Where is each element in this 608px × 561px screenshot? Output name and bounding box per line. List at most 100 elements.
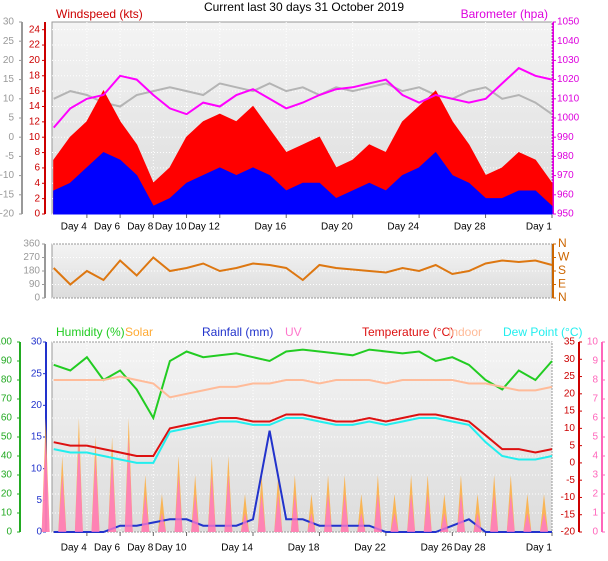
daily-peak bbox=[407, 494, 416, 532]
y-tick-label: 14 bbox=[29, 101, 41, 112]
daily-peak bbox=[324, 494, 333, 532]
y-tick-label: 20 bbox=[1, 489, 13, 500]
y3-tick-label: 20 bbox=[3, 55, 15, 66]
series-line bbox=[53, 413, 553, 457]
daily-peak bbox=[440, 513, 449, 532]
y-axis-label: Windspeed (kts) bbox=[56, 7, 143, 21]
y3-tick-label: 10 bbox=[3, 93, 15, 104]
daily-peak bbox=[490, 494, 499, 532]
daily-peak bbox=[373, 494, 382, 532]
daily-peak bbox=[207, 475, 216, 532]
y4-tick-label: 7 bbox=[592, 394, 598, 405]
daily-peak bbox=[108, 456, 117, 532]
x-tick-label: Day 12 bbox=[188, 222, 220, 233]
daily-peak bbox=[124, 437, 133, 532]
legend-label: Temperature (°C) bbox=[362, 325, 454, 339]
x-tick-label: Day 10 bbox=[155, 222, 187, 233]
x-tick-label: Day 6 bbox=[94, 543, 121, 554]
legend-label: Rainfall (mm) bbox=[202, 325, 273, 339]
y2-tick-label: 35 bbox=[564, 337, 576, 348]
daily-peak bbox=[257, 494, 266, 532]
y2-axis-label: Barometer (hpa) bbox=[461, 7, 548, 21]
y2-tick-label: N bbox=[558, 236, 567, 250]
y3-tick-label: 25 bbox=[31, 368, 43, 379]
x-tick-label: Day 6 bbox=[94, 222, 121, 233]
y-tick-label: 360 bbox=[23, 239, 40, 250]
y3-tick-label: 30 bbox=[3, 17, 15, 28]
x-tick-label: Day 4 bbox=[61, 543, 88, 554]
y-tick-label: 50 bbox=[1, 432, 13, 443]
series-line bbox=[53, 375, 553, 399]
daily-peak bbox=[523, 513, 532, 532]
daily-peak bbox=[473, 513, 482, 532]
daily-peak bbox=[74, 437, 83, 532]
daily-peak bbox=[240, 513, 249, 532]
y-tick-label: 0 bbox=[6, 527, 12, 538]
y3-tick-label: 0 bbox=[36, 527, 42, 538]
y4-tick-label: 1 bbox=[592, 508, 598, 519]
y3-tick-label: 10 bbox=[31, 463, 43, 474]
daily-peak bbox=[456, 494, 465, 532]
y-tick-label: 100 bbox=[0, 337, 12, 348]
y-tick-label: 22 bbox=[29, 40, 41, 51]
legend-label: Indoor bbox=[448, 325, 482, 339]
y2-tick-label: 1050 bbox=[557, 17, 580, 28]
y2-tick-label: -20 bbox=[561, 527, 576, 538]
y4-tick-label: 0 bbox=[592, 527, 598, 538]
y3-tick-label: 5 bbox=[8, 113, 14, 124]
daily-peak bbox=[540, 513, 548, 532]
series-line bbox=[52, 256, 553, 286]
x-tick-label: Day 28 bbox=[454, 222, 486, 233]
y2-tick-label: 1040 bbox=[557, 36, 580, 47]
y2-tick-label: 1020 bbox=[557, 74, 580, 85]
y2-tick-label: -15 bbox=[561, 509, 576, 520]
daily-peak bbox=[191, 494, 200, 532]
y4-tick-label: 8 bbox=[592, 375, 598, 386]
y2-tick-label: 970 bbox=[557, 170, 574, 181]
y-tick-label: 60 bbox=[1, 413, 13, 424]
y-tick-label: 180 bbox=[23, 266, 40, 277]
y-tick-label: 0 bbox=[34, 209, 40, 220]
y2-tick-label: 0 bbox=[569, 458, 575, 469]
y-tick-label: 10 bbox=[29, 132, 41, 143]
y-tick-label: 80 bbox=[1, 375, 13, 386]
y-tick-label: 4 bbox=[34, 178, 40, 189]
daily-peak bbox=[357, 513, 366, 532]
series-line bbox=[53, 348, 553, 421]
daily-peak bbox=[58, 475, 67, 532]
y-tick-label: 90 bbox=[29, 279, 41, 290]
chart-title: Current last 30 days 31 October 2019 bbox=[204, 0, 404, 14]
x-tick-label: Day 8 bbox=[127, 222, 154, 233]
y4-tick-label: 6 bbox=[592, 413, 598, 424]
y-tick-label: 2 bbox=[34, 193, 40, 204]
x-tick-label: Day 24 bbox=[387, 222, 419, 233]
series-line bbox=[52, 66, 553, 129]
x-tick-label: Day 28 bbox=[454, 543, 486, 554]
y2-tick-label: -5 bbox=[566, 475, 575, 486]
x-tick-label: Day 22 bbox=[354, 543, 386, 554]
y-tick-label: 12 bbox=[29, 116, 41, 127]
y-tick-label: 70 bbox=[1, 394, 13, 405]
daily-peak bbox=[290, 494, 299, 532]
x-tick-label: Day 1 bbox=[526, 222, 553, 233]
x-tick-label: Day 14 bbox=[221, 543, 253, 554]
y2-tick-label: 10 bbox=[564, 423, 576, 434]
y-tick-label: 20 bbox=[29, 55, 41, 66]
y2-tick-label: 15 bbox=[564, 406, 576, 417]
daily-peak bbox=[157, 513, 166, 532]
y-tick-label: 0 bbox=[34, 293, 40, 304]
y4-tick-label: 2 bbox=[592, 489, 598, 500]
y2-tick-label: 1000 bbox=[557, 113, 580, 124]
x-tick-label: Day 10 bbox=[155, 543, 187, 554]
y3-tick-label: 15 bbox=[3, 74, 15, 85]
series-line bbox=[53, 430, 552, 533]
daily-peak bbox=[91, 456, 100, 532]
y2-tick-label: 950 bbox=[557, 209, 574, 220]
daily-peak bbox=[307, 513, 316, 532]
daily-peak bbox=[390, 513, 399, 532]
y-tick-label: 40 bbox=[1, 451, 13, 462]
y3-tick-label: 25 bbox=[3, 36, 15, 47]
y2-tick-label: W bbox=[558, 250, 570, 264]
daily-peak bbox=[340, 494, 349, 532]
